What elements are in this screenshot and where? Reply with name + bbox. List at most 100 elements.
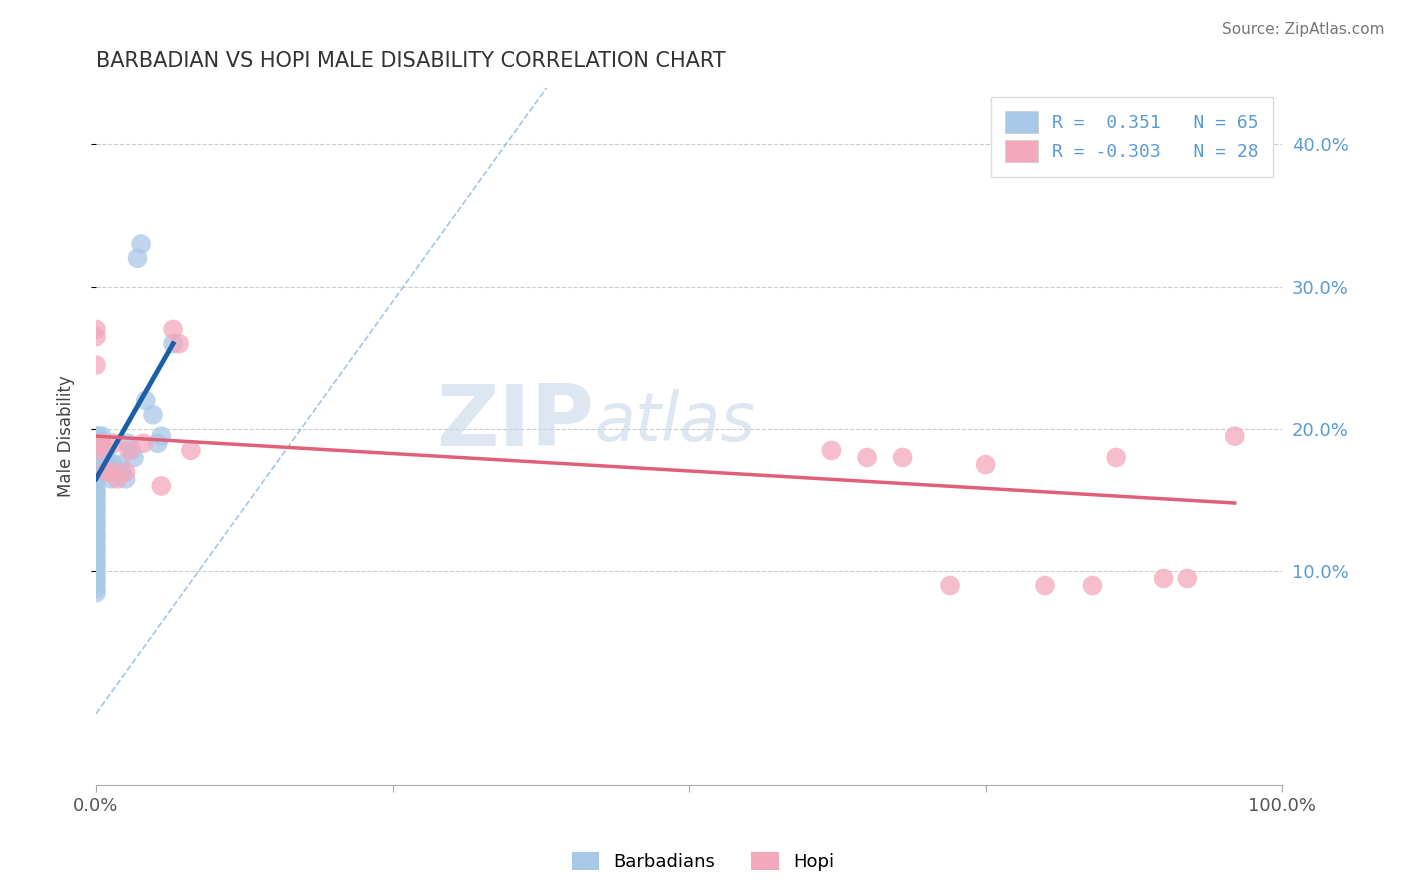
Point <box>84 358 107 372</box>
Text: ZIP: ZIP <box>436 381 595 464</box>
Point <box>111 465 134 479</box>
Point <box>1033 578 1056 592</box>
Point <box>84 533 107 547</box>
Point <box>162 336 184 351</box>
Point <box>87 429 110 443</box>
Point <box>150 429 173 443</box>
Point <box>891 450 914 465</box>
Point <box>84 510 107 524</box>
Point <box>84 558 107 572</box>
Point <box>89 443 111 458</box>
Point <box>114 472 136 486</box>
Point <box>91 429 114 443</box>
Point <box>89 448 111 462</box>
Point <box>87 436 110 450</box>
Point <box>89 450 111 465</box>
Point <box>84 543 107 558</box>
Point <box>84 582 107 596</box>
Point <box>91 443 114 458</box>
Point <box>93 450 115 465</box>
Point <box>84 529 107 543</box>
Text: Source: ZipAtlas.com: Source: ZipAtlas.com <box>1222 22 1385 37</box>
Point <box>84 500 107 515</box>
Point <box>1081 578 1104 592</box>
Point <box>1223 429 1246 443</box>
Point <box>84 458 107 472</box>
Point <box>84 462 107 476</box>
Point <box>90 465 112 479</box>
Point <box>90 458 112 472</box>
Point <box>1105 450 1128 465</box>
Point <box>129 237 152 252</box>
Point <box>121 443 143 458</box>
Point <box>84 448 107 462</box>
Point <box>103 458 125 472</box>
Point <box>94 465 117 479</box>
Point <box>150 479 173 493</box>
Point <box>84 482 107 496</box>
Point <box>167 336 190 351</box>
Point <box>122 450 145 465</box>
Point <box>84 329 107 343</box>
Point <box>162 322 184 336</box>
Point <box>1153 571 1175 585</box>
Text: atlas: atlas <box>595 389 755 455</box>
Point <box>146 436 169 450</box>
Point <box>108 458 131 472</box>
Point <box>90 436 112 450</box>
Point <box>105 472 128 486</box>
Point <box>84 429 107 443</box>
Point <box>142 408 165 422</box>
Point <box>96 450 118 465</box>
Point <box>84 575 107 590</box>
Point <box>84 524 107 539</box>
Point <box>84 486 107 500</box>
Point <box>84 476 107 491</box>
Point <box>118 443 141 458</box>
Legend: R =  0.351   N = 65, R = -0.303   N = 28: R = 0.351 N = 65, R = -0.303 N = 28 <box>991 96 1274 177</box>
Text: BARBADIAN VS HOPI MALE DISABILITY CORRELATION CHART: BARBADIAN VS HOPI MALE DISABILITY CORREL… <box>96 51 725 70</box>
Point <box>84 496 107 510</box>
Y-axis label: Male Disability: Male Disability <box>58 376 75 497</box>
Point <box>820 443 842 458</box>
Point <box>84 504 107 518</box>
Point <box>98 465 121 479</box>
Point <box>84 553 107 567</box>
Point <box>91 443 114 458</box>
Point <box>939 578 962 592</box>
Point <box>105 465 128 479</box>
Point <box>127 252 149 266</box>
Point <box>84 585 107 599</box>
Point <box>100 472 122 486</box>
Point <box>84 322 107 336</box>
Point <box>84 518 107 533</box>
Point <box>974 458 997 472</box>
Point <box>84 561 107 575</box>
Point <box>1175 571 1198 585</box>
Point <box>91 436 114 450</box>
Point <box>117 436 139 450</box>
Point <box>84 515 107 529</box>
Point <box>114 465 136 479</box>
Legend: Barbadians, Hopi: Barbadians, Hopi <box>565 845 841 879</box>
Point <box>132 436 155 450</box>
Point <box>84 539 107 553</box>
Point <box>84 472 107 486</box>
Point <box>84 547 107 561</box>
Point <box>84 491 107 505</box>
Point <box>94 458 117 472</box>
Point <box>84 453 107 467</box>
Point <box>84 443 107 458</box>
Point <box>856 450 879 465</box>
Point <box>97 458 120 472</box>
Point <box>84 436 107 450</box>
Point <box>84 571 107 585</box>
Point <box>98 465 121 479</box>
Point <box>87 436 110 450</box>
Point <box>84 467 107 482</box>
Point <box>180 443 202 458</box>
Point <box>84 567 107 582</box>
Point <box>103 436 125 450</box>
Point <box>135 393 157 408</box>
Point <box>84 439 107 453</box>
